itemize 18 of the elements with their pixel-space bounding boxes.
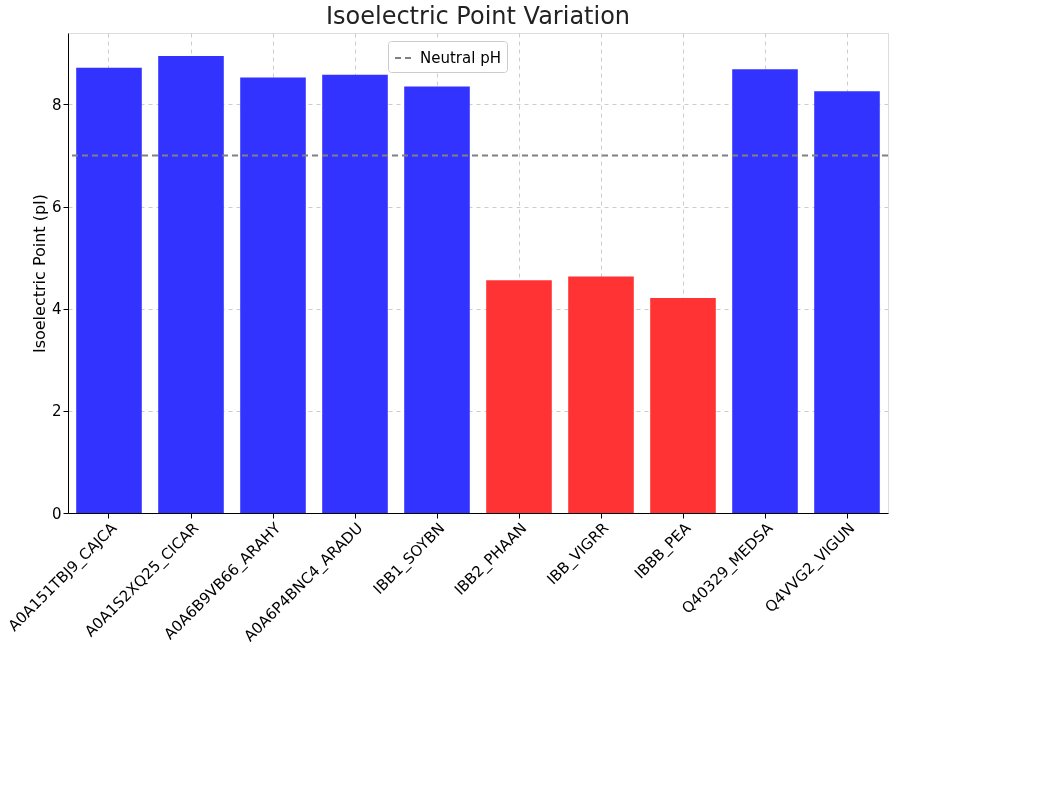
legend-label: Neutral pH <box>420 49 501 67</box>
bar <box>404 86 470 513</box>
bar <box>322 74 388 513</box>
bar <box>158 55 224 513</box>
bar <box>486 280 552 513</box>
y-tick-label: 8 <box>51 95 62 114</box>
bar <box>650 298 716 513</box>
bar <box>240 77 306 513</box>
bar <box>76 67 142 513</box>
bar <box>814 91 880 513</box>
y-tick-label: 0 <box>51 504 62 523</box>
y-axis-title: Isoelectric Point (pI) <box>29 193 49 354</box>
chart-title: Isoelectric Point Variation <box>325 2 631 30</box>
bar <box>732 69 798 513</box>
y-tick-label: 6 <box>51 198 62 217</box>
bar <box>568 276 634 513</box>
y-tick-label: 2 <box>51 402 62 421</box>
y-tick-label: 4 <box>51 300 62 319</box>
